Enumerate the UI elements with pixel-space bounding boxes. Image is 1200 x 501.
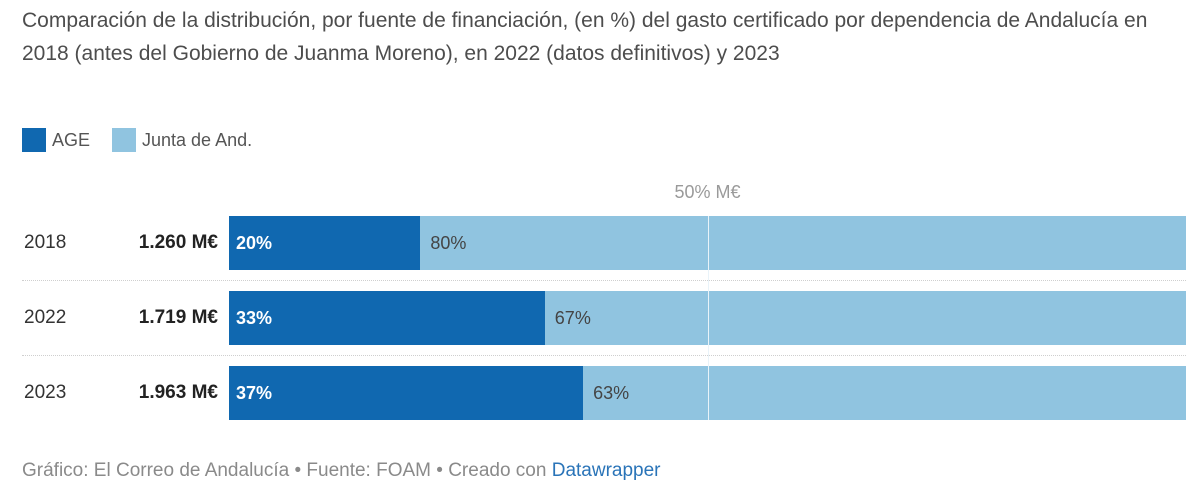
bar-segment-junta-2022 — [544, 291, 1186, 345]
legend-swatch-age — [22, 128, 46, 152]
data-label-age-2023: 37% — [236, 383, 273, 403]
bar-segment-junta-2023 — [583, 366, 1186, 420]
bar-segment-junta-2018 — [420, 216, 1186, 270]
data-label-junta-2023: 63% — [593, 383, 630, 403]
total-label-2022: 1.719 M€ — [138, 307, 218, 328]
bar-2018: 20% 80% — [229, 216, 1186, 270]
year-label-2023: 2023 — [24, 382, 67, 403]
row-divider-1 — [22, 280, 1186, 281]
bar-segment-age-2018 — [229, 216, 421, 270]
chart-title: Comparación de la distribución, por fuen… — [22, 9, 1148, 65]
reference-line-50 — [707, 216, 709, 420]
reference-label-50: 50% M€ — [674, 182, 741, 202]
legend-swatch-junta — [112, 128, 137, 152]
legend: AGE Junta de And. — [22, 128, 274, 152]
year-label-2022: 2022 — [24, 307, 67, 328]
bar-segment-age-2022 — [229, 291, 545, 345]
datawrapper-link[interactable]: Datawrapper — [551, 460, 661, 481]
data-label-junta-2022: 67% — [554, 308, 591, 328]
bar-2022: 33% 67% — [229, 291, 1186, 345]
bar-2023: 37% 63% — [229, 366, 1186, 420]
row-divider-2 — [22, 355, 1186, 356]
legend-item-junta: Junta de And. — [112, 128, 252, 152]
data-label-age-2022: 33% — [236, 308, 273, 328]
legend-label-junta: Junta de And. — [142, 129, 253, 150]
total-label-2023: 1.963 M€ — [138, 382, 218, 403]
data-label-junta-2018: 80% — [430, 233, 467, 253]
data-label-age-2018: 20% — [236, 233, 273, 253]
total-label-2018: 1.260 M€ — [138, 232, 218, 253]
legend-label-age: AGE — [52, 129, 91, 150]
bar-segment-age-2023 — [229, 366, 584, 420]
footer-credit: Gráfico: El Correo de Andalucía • Fuente… — [22, 460, 661, 482]
year-label-2018: 2018 — [24, 232, 67, 253]
footer-text: Gráfico: El Correo de Andalucía • Fuente… — [22, 460, 552, 481]
legend-item-age: AGE — [22, 128, 90, 152]
